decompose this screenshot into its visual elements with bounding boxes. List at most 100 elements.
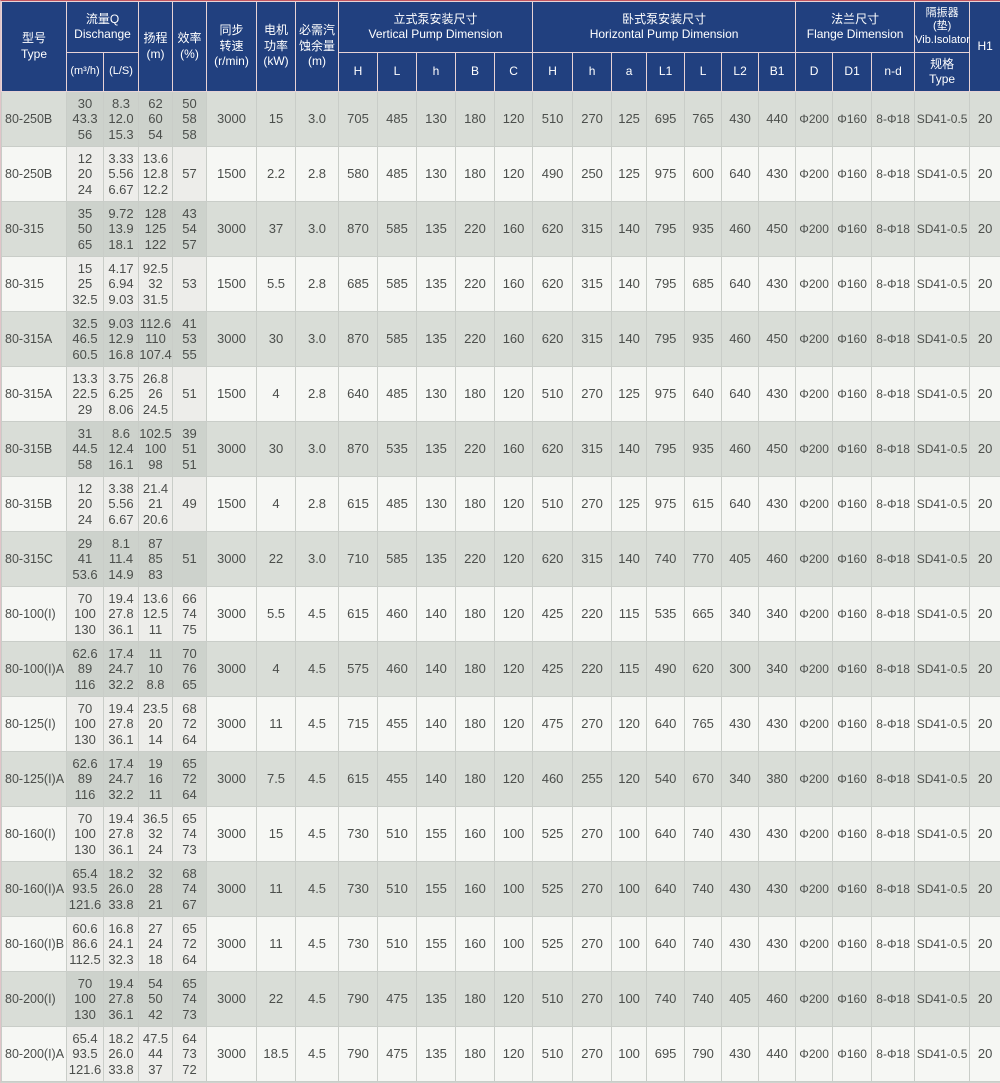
cell-speed: 3000: [207, 1027, 257, 1081]
cell-hz-a: 100: [612, 862, 647, 916]
cell-flange-D1: Φ160: [833, 422, 872, 476]
cell-power: 7.5: [257, 752, 296, 806]
col-header-vib-type: 规格 Type: [915, 53, 970, 91]
cell-speed: 3000: [207, 862, 257, 916]
cell-vib-type: SD41-0.5: [915, 257, 970, 311]
cell-v-B: 180: [456, 752, 495, 806]
cell-v-B: 180: [456, 147, 495, 201]
cell-speed: 1500: [207, 477, 257, 531]
cell-type: 80-200(I): [2, 972, 66, 1026]
cell-h1: 20: [970, 367, 1000, 421]
cell-v-H: 870: [339, 312, 378, 366]
cell-v-h: 135: [417, 972, 456, 1026]
cell-eff: 51: [173, 532, 207, 586]
cell-flange-D1: Φ160: [833, 972, 872, 1026]
cell-v-B: 220: [456, 422, 495, 476]
cell-type: 80-125(I): [2, 697, 66, 751]
cell-hz-L1: 740: [647, 532, 685, 586]
table-row: 80-100(I) 70 100 130 19.4 27.8 36.1 13.6 12…: [2, 587, 1000, 641]
cell-hz-a: 125: [612, 367, 647, 421]
cell-hz-B1: 460: [759, 532, 796, 586]
cell-hz-h: 315: [573, 202, 612, 256]
cell-eff: 65 72 64: [173, 917, 207, 971]
cell-ls: 3.75 6.25 8.06: [104, 367, 139, 421]
cell-power: 11: [257, 862, 296, 916]
col-header-hz-a: a: [612, 53, 647, 91]
cell-hz-L2: 430: [722, 697, 759, 751]
cell-hz-H: 460: [533, 752, 573, 806]
cell-flange-D1: Φ160: [833, 477, 872, 531]
cell-flange-D: Φ200: [796, 257, 833, 311]
cell-hz-H: 425: [533, 587, 573, 641]
cell-hz-L1: 640: [647, 807, 685, 861]
cell-hz-L2: 405: [722, 972, 759, 1026]
cell-flange-D: Φ200: [796, 752, 833, 806]
cell-hz-a: 125: [612, 147, 647, 201]
cell-npsh: 4.5: [296, 697, 339, 751]
cell-hz-L: 685: [685, 257, 722, 311]
cell-hz-L: 770: [685, 532, 722, 586]
cell-flange-nd: 8-Φ18: [872, 312, 915, 366]
cell-power: 22: [257, 532, 296, 586]
cell-hz-L1: 640: [647, 697, 685, 751]
cell-v-h: 155: [417, 862, 456, 916]
cell-type: 80-160(I): [2, 807, 66, 861]
cell-hz-L2: 430: [722, 862, 759, 916]
cell-hz-a: 140: [612, 257, 647, 311]
cell-h1: 20: [970, 92, 1000, 146]
cell-hz-B1: 450: [759, 312, 796, 366]
cell-flange-nd: 8-Φ18: [872, 477, 915, 531]
cell-h1: 20: [970, 972, 1000, 1026]
cell-v-h: 130: [417, 477, 456, 531]
cell-power: 30: [257, 312, 296, 366]
cell-v-C: 120: [495, 697, 533, 751]
cell-hz-a: 115: [612, 642, 647, 696]
cell-type: 80-315A: [2, 312, 66, 366]
cell-v-B: 160: [456, 917, 495, 971]
cell-m3h: 15 25 32.5: [67, 257, 103, 311]
cell-eff: 68 72 64: [173, 697, 207, 751]
cell-power: 22: [257, 972, 296, 1026]
cell-hz-L1: 695: [647, 92, 685, 146]
cell-v-L: 455: [378, 752, 417, 806]
cell-hz-a: 100: [612, 972, 647, 1026]
cell-hz-a: 100: [612, 807, 647, 861]
cell-flange-nd: 8-Φ18: [872, 972, 915, 1026]
cell-head: 19 16 11: [139, 752, 173, 806]
col-group-vertical-dimension: 立式泵安装尺寸 Vertical Pump Dimension: [339, 2, 533, 52]
cell-hz-L: 790: [685, 1027, 722, 1081]
cell-hz-h: 270: [573, 477, 612, 531]
cell-ls: 16.8 24.1 32.3: [104, 917, 139, 971]
cell-eff: 43 54 57: [173, 202, 207, 256]
cell-hz-h: 220: [573, 642, 612, 696]
cell-m3h: 35 50 65: [67, 202, 103, 256]
col-header-speed: 同步 转速 (r/min): [207, 2, 257, 91]
col-group-flange-dimension: 法兰尺寸 Flange Dimension: [796, 2, 915, 52]
cell-v-C: 100: [495, 807, 533, 861]
cell-head: 87 85 83: [139, 532, 173, 586]
cell-npsh: 3.0: [296, 312, 339, 366]
table-row: 80-315A 13.3 22.5 29 3.75 6.25 8.06 26.8 26…: [2, 367, 1000, 421]
cell-v-B: 220: [456, 312, 495, 366]
cell-hz-B1: 430: [759, 147, 796, 201]
cell-ls: 19.4 27.8 36.1: [104, 972, 139, 1026]
col-header-m3h: (m³/h): [67, 53, 103, 91]
cell-npsh: 4.5: [296, 972, 339, 1026]
cell-hz-L2: 430: [722, 92, 759, 146]
cell-v-H: 730: [339, 807, 378, 861]
cell-v-C: 100: [495, 862, 533, 916]
cell-npsh: 4.5: [296, 807, 339, 861]
cell-hz-h: 270: [573, 697, 612, 751]
cell-npsh: 4.5: [296, 917, 339, 971]
cell-hz-a: 100: [612, 917, 647, 971]
cell-vib-type: SD41-0.5: [915, 917, 970, 971]
cell-head: 26.8 26 24.5: [139, 367, 173, 421]
cell-power: 15: [257, 807, 296, 861]
cell-ls: 3.38 5.56 6.67: [104, 477, 139, 531]
cell-ls: 9.72 13.9 18.1: [104, 202, 139, 256]
cell-hz-H: 510: [533, 92, 573, 146]
col-header-v-h: h: [417, 53, 456, 91]
cell-flange-nd: 8-Φ18: [872, 367, 915, 421]
cell-hz-L2: 640: [722, 147, 759, 201]
cell-flange-D: Φ200: [796, 1027, 833, 1081]
